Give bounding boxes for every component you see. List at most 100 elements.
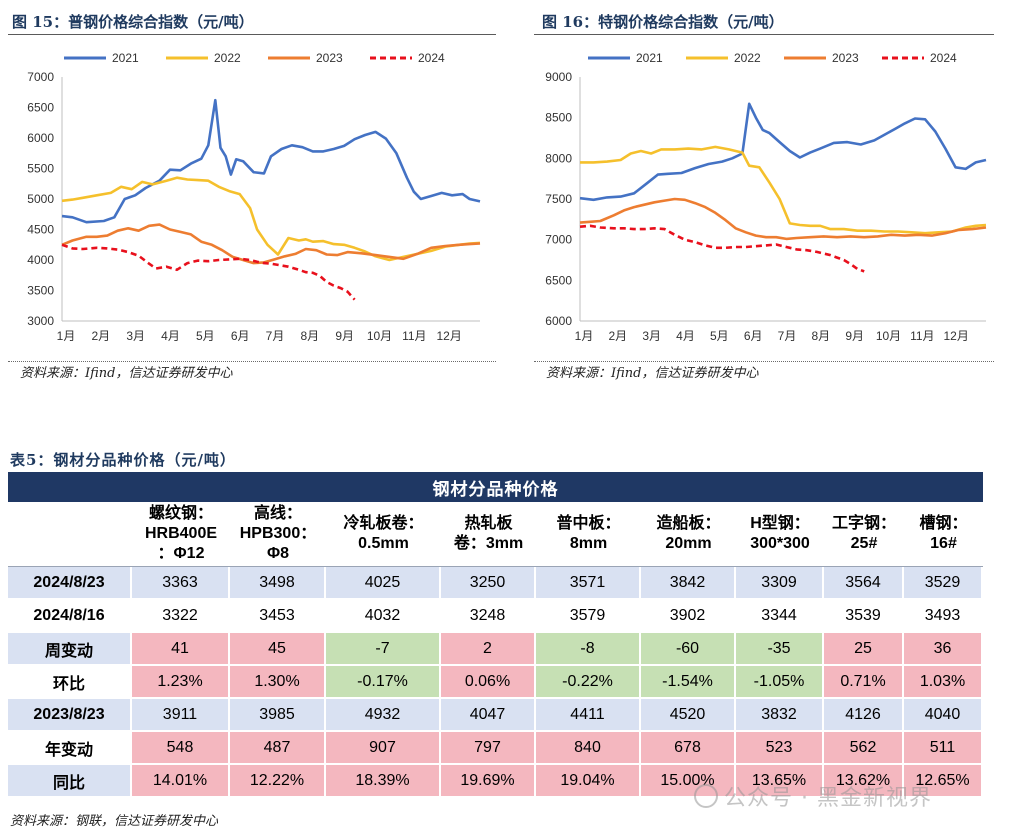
row-label: 2023/8/23 — [8, 699, 132, 732]
row-label: 2024/8/23 — [8, 567, 132, 600]
x-tick-label: 12月 — [943, 329, 968, 343]
x-tick-label: 8月 — [300, 329, 319, 343]
table-cell: 4411 — [536, 699, 641, 732]
x-tick-label: 3月 — [126, 329, 145, 343]
table-row: 周变动 41 45 -7 2 -8 -60 -35 25 36 — [8, 633, 984, 666]
column-header-line: Φ8 — [266, 545, 290, 562]
x-tick-label: 7月 — [266, 329, 285, 343]
table-row: 环比 1.23% 1.30% -0.17% 0.06% -0.22% -1.54% -1.05… — [8, 666, 984, 699]
table-cell: 3363 — [132, 567, 230, 600]
table-cell: 12.22% — [230, 765, 326, 798]
wechat-icon — [694, 784, 718, 808]
series-line-2022 — [580, 145, 987, 235]
column-header-line: 工字钢： — [831, 515, 896, 532]
legend-label: 2021 — [636, 51, 663, 65]
column-header: 工字钢： 25# — [824, 502, 904, 567]
figure-16-title: 图 16：特钢价格综合指数（元/吨） — [542, 13, 784, 31]
y-tick-label: 3500 — [27, 284, 54, 298]
row-label: 同比 — [8, 765, 132, 798]
table-cell: 4047 — [441, 699, 536, 732]
column-header-line: 螺纹钢： — [148, 505, 213, 522]
table-cell: 25 — [824, 633, 904, 666]
table-cell: 0.06% — [441, 666, 536, 699]
table-cell: -0.17% — [326, 666, 441, 699]
table-cell: 3539 — [824, 600, 904, 633]
column-header-line: HRB400E — [144, 525, 218, 542]
y-tick-label: 6000 — [27, 131, 54, 145]
table-cell: 3498 — [230, 567, 326, 600]
table-cell: 3902 — [641, 600, 736, 633]
table-cell: 14.01% — [132, 765, 230, 798]
table-cell: 548 — [132, 732, 230, 765]
price-table: 钢材分品种价格 螺纹钢： HRB400E ：Φ12 高线： HPB300： Φ8 冷轧板卷：… — [8, 472, 984, 798]
column-header: 槽钢： 16# — [904, 502, 984, 567]
column-header-line: 造船板： — [656, 515, 721, 532]
table-cell: 523 — [736, 732, 824, 765]
series-line-2022 — [61, 176, 481, 262]
table-title: 表5：钢材分品种价格（元/吨） — [10, 451, 236, 469]
table-cell: 907 — [326, 732, 441, 765]
table-cell: -1.05% — [736, 666, 824, 699]
column-header-line: 0.5mm — [358, 535, 409, 552]
y-tick-label: 6500 — [545, 273, 572, 287]
table-cell: 1.23% — [132, 666, 230, 699]
table-cell: 3322 — [132, 600, 230, 633]
x-tick-label: 11月 — [910, 329, 934, 343]
table-cell: 511 — [904, 732, 984, 765]
row-label: 环比 — [8, 666, 132, 699]
x-tick-label: 5月 — [710, 329, 729, 343]
table-cell: 19.04% — [536, 765, 641, 798]
figure-15-source-rule — [8, 361, 496, 362]
table-cell: 840 — [536, 732, 641, 765]
figure-16-source-rule — [534, 361, 994, 362]
y-tick-label: 6000 — [545, 314, 572, 328]
x-tick-label: 4月 — [676, 329, 695, 343]
table-cell: 0.71% — [824, 666, 904, 699]
table-cell: 1.30% — [230, 666, 326, 699]
x-tick-label: 10月 — [367, 329, 392, 343]
y-tick-label: 5000 — [27, 192, 54, 206]
y-tick-label: 6500 — [27, 101, 54, 115]
table-cell: 13.62% — [824, 765, 904, 798]
x-tick-label: 2月 — [608, 329, 627, 343]
table-cell: 3309 — [736, 567, 824, 600]
column-header-line: 高线： — [253, 505, 302, 522]
table-cell: 3832 — [736, 699, 824, 732]
x-tick-label: 1月 — [57, 329, 76, 343]
column-header-line: 冷轧板卷： — [343, 515, 424, 532]
table-cell: 45 — [230, 633, 326, 666]
x-tick-label: 7月 — [778, 329, 797, 343]
table-cell: 4032 — [326, 600, 441, 633]
x-tick-label: 9月 — [335, 329, 354, 343]
column-header: H型钢： 300*300 — [736, 502, 824, 567]
table-cell: -35 — [736, 633, 824, 666]
row-label: 2024/8/16 — [8, 600, 132, 633]
x-tick-label: 11月 — [402, 329, 426, 343]
table-cell: 1.03% — [904, 666, 984, 699]
column-header: 热轧板 卷：3mm — [441, 502, 536, 567]
column-header-line: HPB300： — [239, 525, 317, 542]
table-row: 年变动 548 487 907 797 840 678 523 562 511 — [8, 732, 984, 765]
y-tick-label: 7000 — [27, 70, 54, 84]
y-tick-label: 3000 — [27, 314, 54, 328]
column-header: 造船板： 20mm — [641, 502, 736, 567]
column-header-line: H型钢： — [750, 515, 810, 532]
column-header-line: 热轧板 — [464, 515, 513, 532]
figure-16-source: 资料来源：Ifind，信达证券研发中心 — [546, 366, 759, 381]
column-header-line: 槽钢： — [919, 515, 968, 532]
x-tick-label: 2月 — [91, 329, 110, 343]
column-header: 螺纹钢： HRB400E ：Φ12 — [132, 502, 230, 567]
legend-label: 2021 — [112, 51, 139, 65]
table-cell: 3344 — [736, 600, 824, 633]
x-tick-label: 12月 — [436, 329, 461, 343]
watermark: 公众号 · 黑金新视界 — [694, 780, 932, 812]
watermark-text: 公众号 · 黑金新视界 — [724, 786, 932, 811]
table-cell: 3529 — [904, 567, 984, 600]
series-line-2021 — [61, 98, 481, 224]
legend-label: 2023 — [316, 51, 343, 65]
column-header: 高线： HPB300： Φ8 — [230, 502, 326, 567]
table-cell: 4040 — [904, 699, 984, 732]
table-cell: 4025 — [326, 567, 441, 600]
table-row: 2023/8/23 3911 3985 4932 4047 4411 4520 3832 412… — [8, 699, 984, 732]
column-header-line: 普中板： — [556, 515, 621, 532]
